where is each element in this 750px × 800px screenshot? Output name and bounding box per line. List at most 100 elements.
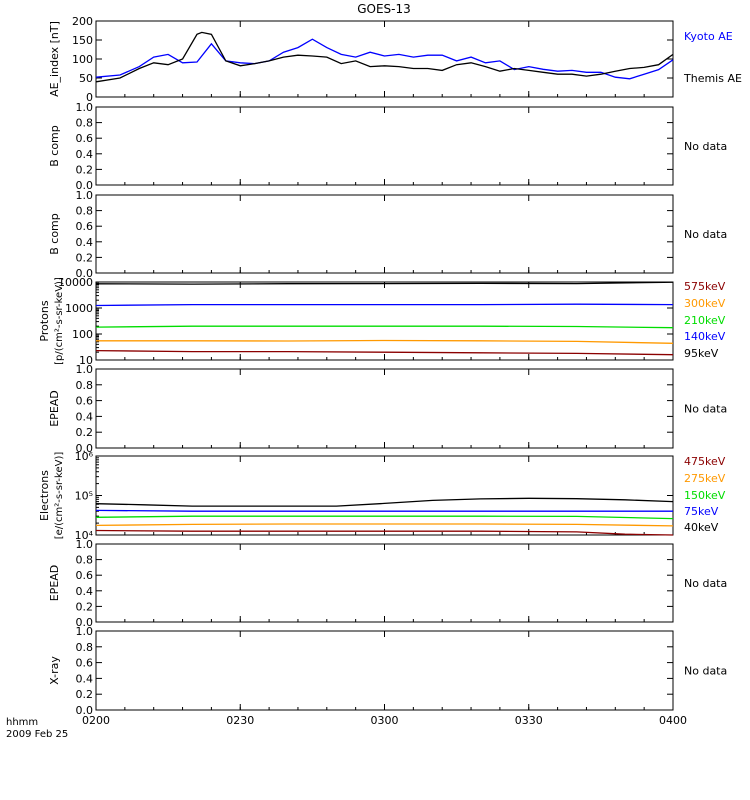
y-tick-label: 1000: [65, 302, 93, 315]
protons-ylabel-units: [p/(cm²-s-sr-keV)]: [54, 277, 65, 365]
y-tick-label: 0.0: [76, 616, 94, 629]
series-line-40kev: [95, 497, 674, 507]
ae-ylabel: AE_index [nT]: [48, 21, 61, 97]
epead2-no-data-note: No data: [684, 577, 727, 590]
y-tick-label: 100: [72, 328, 93, 341]
y-tick-label: 10⁴: [75, 529, 94, 542]
y-tick-label: 1.0: [76, 625, 94, 638]
y-tick-label: 0.4: [76, 410, 94, 423]
series-line-575kev: [95, 349, 674, 356]
xray-panel: 0.0 0.2 0.4 0.6 0.8 1.0 X-ray No data 0200 0230 03…: [48, 625, 727, 727]
b1-ylabel: B comp: [48, 125, 61, 167]
y-tick-label: 0.4: [76, 236, 94, 249]
y-tick-label: 0.2: [76, 251, 94, 264]
y-tick-label: 10⁵: [75, 490, 93, 503]
y-tick-label: 0.8: [76, 554, 94, 567]
electrons-ylabel: Electrons: [38, 470, 51, 521]
series-line-kyoto-ae: [95, 38, 674, 80]
y-tick-label: 0.6: [76, 132, 94, 145]
legend-475kev: 475keV: [684, 455, 726, 468]
legend-40kev: 40keV: [684, 521, 719, 534]
b2-panel: 0.0 0.2 0.4 0.6 0.8 1.0 B comp No data: [48, 189, 727, 280]
epead1-frame: [95, 368, 674, 449]
legend-kyoto-ae: Kyoto AE: [684, 30, 733, 43]
series-line-140kev: [95, 303, 674, 307]
b2-ylabel: B comp: [48, 213, 61, 255]
y-tick-label: 0.6: [76, 395, 94, 408]
y-tick-label: 0.6: [76, 569, 94, 582]
y-tick-label: 0.0: [76, 179, 94, 192]
epead1-ylabel: EPEAD: [48, 390, 61, 427]
legend-275kev: 275keV: [684, 472, 726, 485]
b2-no-data-note: No data: [684, 228, 727, 241]
legend-150kev: 150keV: [684, 489, 726, 502]
epead2-panel: 0.0 0.2 0.4 0.6 0.8 1.0 EPEAD No data: [48, 538, 727, 629]
y-tick-label: 0.2: [76, 600, 94, 613]
epead1-panel: 0.0 0.2 0.4 0.6 0.8 1.0 EPEAD No data: [48, 363, 727, 455]
epead1-no-data-note: No data: [684, 403, 727, 416]
series-line-themis-ae: [95, 31, 674, 83]
x-tick-label: 0300: [371, 714, 399, 727]
y-tick-label: 0.0: [76, 704, 94, 717]
legend-300kev: 300keV: [684, 297, 726, 310]
y-tick-label: 0.8: [76, 117, 94, 130]
y-tick-label: 200: [72, 15, 93, 28]
epead2-frame: [95, 543, 674, 623]
series-line-475kev: [95, 529, 674, 536]
x-tick-label: 0330: [515, 714, 543, 727]
legend-75kev: 75keV: [684, 505, 719, 518]
y-tick-label: 150: [72, 34, 93, 47]
series-line-95kev: [95, 281, 674, 285]
protons-frame: [95, 281, 674, 361]
y-tick-label: 1.0: [76, 189, 94, 202]
b1-panel: 0.0 0.2 0.4 0.6 0.8 1.0 B comp No data: [48, 101, 727, 192]
y-tick-label: 0.6: [76, 220, 94, 233]
x-tick-label: 0200: [82, 714, 110, 727]
y-tick-label: 1.0: [76, 538, 94, 551]
protons-ylabel: Protons: [38, 300, 51, 341]
xray-no-data-note: No data: [684, 665, 727, 678]
protons-panel: 10 100 1000 10000 Protons [p/(cm²-s-sr-keV)] 5…: [38, 276, 726, 367]
y-tick-label: 0.2: [76, 426, 94, 439]
series-line-75kev: [95, 509, 673, 512]
b1-frame: [95, 106, 674, 186]
legend-140kev: 140keV: [684, 330, 726, 343]
legend-themis-ae: Themis AE: [683, 72, 742, 85]
electrons-frame: [95, 455, 674, 536]
y-tick-label: 0.2: [76, 163, 94, 176]
series-line-150kev: [95, 515, 674, 520]
y-tick-label: 1.0: [76, 363, 94, 376]
date-label: 2009 Feb 25: [6, 729, 69, 740]
y-tick-label: 50: [79, 72, 93, 85]
page-title: GOES-13: [357, 2, 411, 16]
legend-95kev: 95keV: [684, 347, 719, 360]
y-tick-label: 10⁶: [75, 450, 94, 463]
y-tick-label: 0.0: [76, 442, 94, 455]
legend-210kev: 210keV: [684, 314, 726, 327]
x-tick-label: 0400: [659, 714, 687, 727]
y-tick-label: 0.4: [76, 672, 94, 685]
time-format-label: hhmm: [6, 717, 39, 728]
y-tick-label: 0.4: [76, 585, 94, 598]
y-tick-label: 100: [72, 53, 93, 66]
b1-no-data-note: No data: [684, 140, 727, 153]
y-tick-label: 0.8: [76, 205, 94, 218]
series-line-210kev: [95, 325, 674, 329]
y-tick-label: 0.6: [76, 657, 94, 670]
xray-frame: [95, 630, 674, 711]
xray-ylabel: X-ray: [48, 656, 61, 685]
electrons-panel: 10⁴ 10⁵ 10⁶ Electrons [e/(cm²-s-sr-keV)] 475k…: [38, 450, 726, 542]
y-tick-label: 0.4: [76, 148, 94, 161]
y-tick-label: 0: [86, 91, 93, 104]
y-tick-label: 0.2: [76, 688, 94, 701]
legend-575kev: 575keV: [684, 280, 726, 293]
y-tick-label: 10: [79, 354, 93, 367]
ae-panel: 0 50 100 150 200 AE_index [nT] Kyoto AE Themis …: [48, 15, 742, 104]
series-line-275kev: [95, 523, 674, 527]
y-tick-label: 0.0: [76, 267, 94, 280]
x-tick-label: 0230: [226, 714, 254, 727]
y-tick-label: 0.8: [76, 641, 94, 654]
b2-frame: [95, 194, 674, 274]
electrons-ylabel-units: [e/(cm²-s-sr-keV)]: [54, 452, 65, 540]
